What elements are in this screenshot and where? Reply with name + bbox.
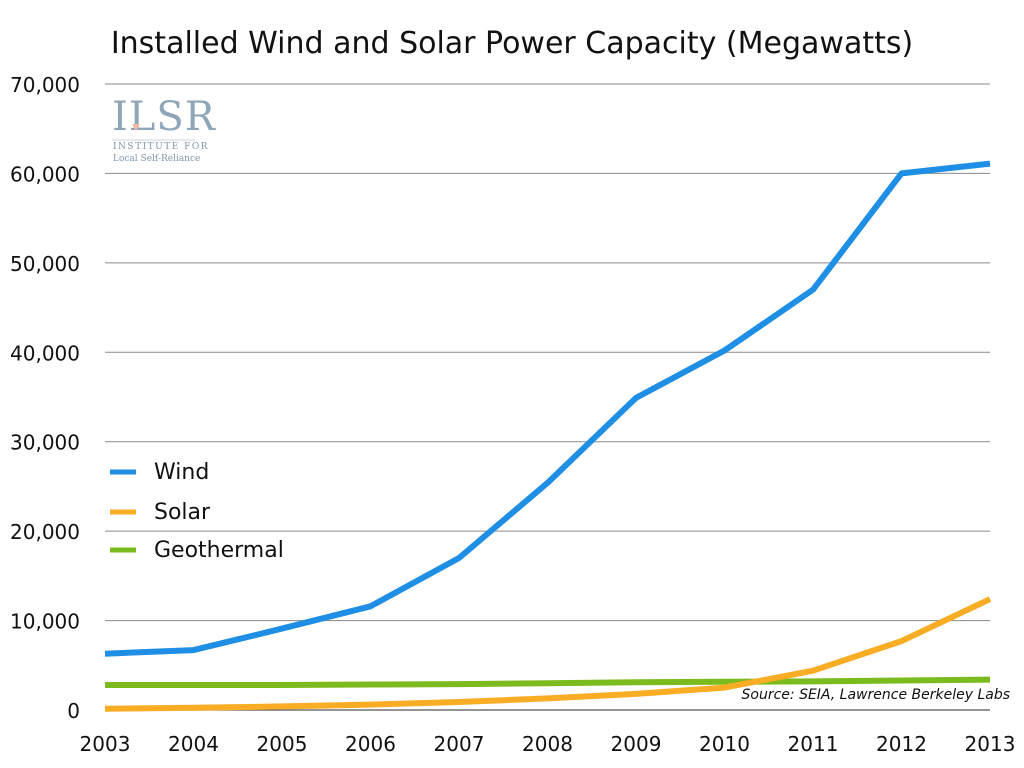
ilsr-logo: ILSR INSTITUTE FOR Local Self-Reliance (112, 94, 217, 164)
legend: Wind Solar Geothermal (110, 460, 284, 563)
y-tick-label: 40,000 (10, 341, 80, 365)
series-line-geothermal (105, 676, 991, 688)
x-tick-label: 2006 (345, 732, 396, 756)
x-tick-label: 2003 (80, 732, 131, 756)
y-tick-label: 30,000 (10, 431, 80, 455)
gridlines (105, 83, 990, 711)
series-line-solar (104, 596, 992, 712)
legend-label-solar: Solar (154, 500, 211, 525)
chart-title: Installed Wind and Solar Power Capacity … (111, 26, 913, 61)
x-tick-label: 2010 (699, 732, 750, 756)
y-axis-ticks: 0 10,000 20,000 30,000 40,000 50,000 60,000 70,… (10, 73, 80, 723)
x-axis-ticks: 2003 2004 2005 2006 2007 2008 2009 2010 2011 2012… (80, 732, 1016, 756)
logo-subtitle-2: Local Self-Reliance (113, 154, 200, 164)
x-tick-label: 2011 (788, 732, 839, 756)
source-annotation: Source: SEIA, Lawrence Berkeley Labs (742, 687, 1010, 703)
series-lines (104, 160, 992, 712)
logo-subtitle-1: INSTITUTE FOR (113, 142, 209, 152)
x-tick-label: 2008 (522, 732, 573, 756)
y-tick-label: 60,000 (10, 162, 80, 186)
x-tick-label: 2012 (876, 732, 927, 756)
logo-text: ILSR (112, 94, 217, 140)
series-line-wind (104, 160, 991, 657)
y-tick-label: 10,000 (10, 610, 80, 634)
y-tick-label: 70,000 (10, 73, 80, 97)
x-tick-label: 2004 (168, 732, 219, 756)
legend-label-wind: Wind (154, 460, 209, 485)
y-tick-label: 50,000 (10, 252, 80, 276)
x-tick-label: 2005 (257, 732, 308, 756)
x-tick-label: 2009 (611, 732, 662, 756)
x-tick-label: 2007 (434, 732, 485, 756)
x-tick-label: 2013 (965, 732, 1016, 756)
logo-triangle-icon (132, 124, 140, 131)
y-tick-label: 0 (67, 699, 80, 723)
y-tick-label: 20,000 (10, 520, 80, 544)
legend-label-geothermal: Geothermal (154, 538, 284, 563)
